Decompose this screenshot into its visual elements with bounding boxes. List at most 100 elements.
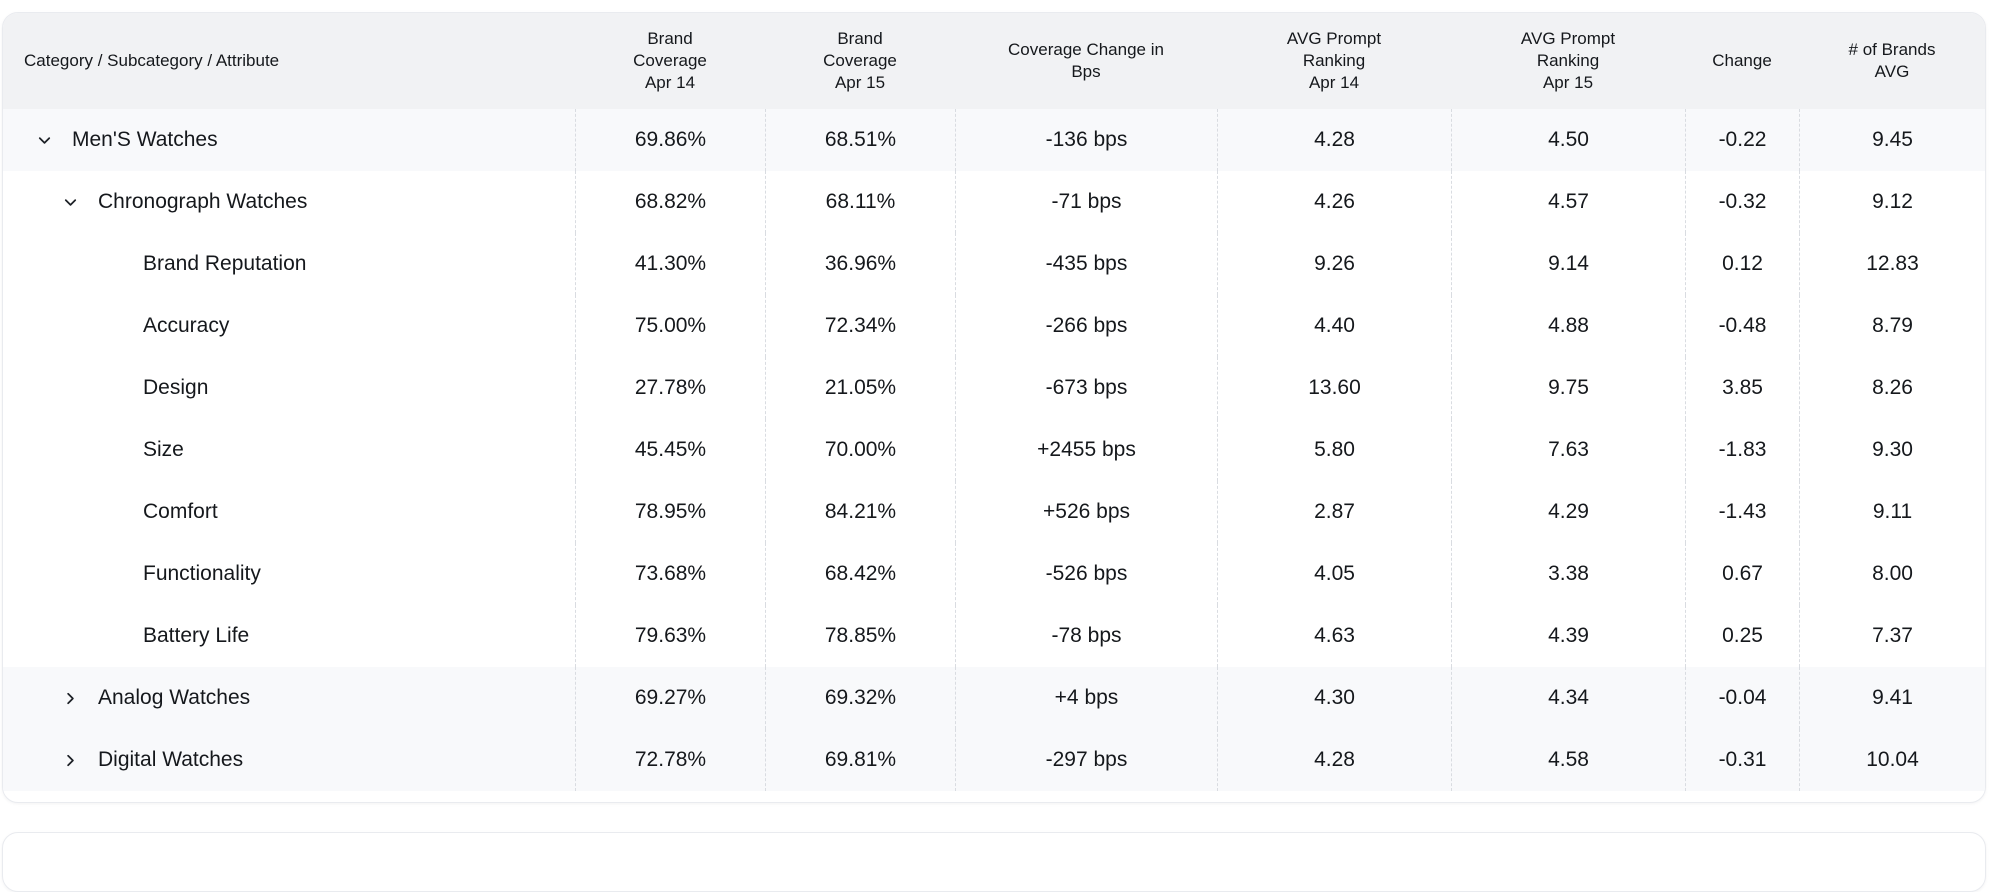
chevron-right-icon[interactable]	[61, 751, 80, 770]
row-label: Brand Reputation	[143, 252, 307, 275]
value-cell: 68.51%	[765, 109, 955, 171]
row-label: Comfort	[143, 500, 218, 523]
chevron-down-icon[interactable]	[61, 193, 80, 212]
chevron-right-icon[interactable]	[61, 689, 80, 708]
column-header-avg-prompt-ranking-apr-15: AVG Prompt Ranking Apr 15	[1520, 29, 1616, 92]
value-cell: -0.48	[1685, 295, 1799, 357]
value-cell: -1.43	[1685, 481, 1799, 543]
value-cell: 73.68%	[575, 543, 765, 605]
value-cell: 21.05%	[765, 357, 955, 419]
value-cell: -297 bps	[955, 729, 1217, 791]
value-cell: 9.14	[1451, 233, 1685, 295]
value-cell: 9.26	[1217, 233, 1451, 295]
value-cell: 4.26	[1217, 171, 1451, 233]
value-cell: 0.67	[1685, 543, 1799, 605]
column-header-category: Category / Subcategory / Attribute	[24, 51, 280, 70]
value-cell: 9.45	[1799, 109, 1985, 171]
row-label: Design	[143, 376, 209, 399]
row-label: Analog Watches	[98, 686, 251, 709]
value-cell: 7.63	[1451, 419, 1685, 481]
row-label: Men'S Watches	[72, 128, 218, 151]
value-cell: 4.39	[1451, 605, 1685, 667]
row-label: Functionality	[143, 562, 261, 585]
value-cell: 8.26	[1799, 357, 1985, 419]
value-cell: +4 bps	[955, 667, 1217, 729]
table-row[interactable]: Chronograph Watches 68.82% 68.11% -71 bps 4.…	[3, 171, 1985, 233]
table-row: Comfort 78.95% 84.21% +526 bps 2.87 4.29 -1.43…	[3, 481, 1985, 543]
value-cell: 5.80	[1217, 419, 1451, 481]
value-cell: 4.30	[1217, 667, 1451, 729]
value-cell: 4.40	[1217, 295, 1451, 357]
value-cell: 79.63%	[575, 605, 765, 667]
value-cell: 4.57	[1451, 171, 1685, 233]
value-cell: 78.85%	[765, 605, 955, 667]
value-cell: 9.30	[1799, 419, 1985, 481]
table-row[interactable]: Men'S Watches 69.86% 68.51% -136 bps 4.28 4.5…	[3, 109, 1985, 171]
value-cell: -266 bps	[955, 295, 1217, 357]
value-cell: 2.87	[1217, 481, 1451, 543]
value-cell: 0.12	[1685, 233, 1799, 295]
chevron-down-icon[interactable]	[35, 131, 54, 150]
value-cell: 68.42%	[765, 543, 955, 605]
row-label-cell: Digital Watches	[3, 729, 575, 791]
value-cell: 36.96%	[765, 233, 955, 295]
value-cell: -673 bps	[955, 357, 1217, 419]
value-cell: 4.63	[1217, 605, 1451, 667]
value-cell: 3.38	[1451, 543, 1685, 605]
value-cell: 70.00%	[765, 419, 955, 481]
row-label-cell: Analog Watches	[3, 667, 575, 729]
value-cell: 4.28	[1217, 729, 1451, 791]
row-label: Battery Life	[143, 624, 250, 647]
row-label-cell: Size	[3, 419, 575, 481]
row-label-cell: Brand Reputation	[3, 233, 575, 295]
value-cell: 13.60	[1217, 357, 1451, 419]
value-cell: -78 bps	[955, 605, 1217, 667]
value-cell: -435 bps	[955, 233, 1217, 295]
value-cell: 41.30%	[575, 233, 765, 295]
value-cell: 69.81%	[765, 729, 955, 791]
row-label-cell: Battery Life	[3, 605, 575, 667]
row-label: Accuracy	[143, 314, 230, 337]
value-cell: 4.34	[1451, 667, 1685, 729]
row-label-cell: Functionality	[3, 543, 575, 605]
value-cell: -0.04	[1685, 667, 1799, 729]
value-cell: 0.25	[1685, 605, 1799, 667]
value-cell: 3.85	[1685, 357, 1799, 419]
column-header-brand-coverage-apr-15: Brand Coverage Apr 15	[823, 29, 897, 92]
value-cell: 78.95%	[575, 481, 765, 543]
row-label-cell: Comfort	[3, 481, 575, 543]
value-cell: -71 bps	[955, 171, 1217, 233]
value-cell: -526 bps	[955, 543, 1217, 605]
value-cell: 4.58	[1451, 729, 1685, 791]
next-section-card	[2, 832, 1986, 892]
value-cell: 72.78%	[575, 729, 765, 791]
value-cell: +526 bps	[955, 481, 1217, 543]
column-header-brand-coverage-apr-14: Brand Coverage Apr 14	[633, 29, 707, 92]
table-row: Battery Life 79.63% 78.85% -78 bps 4.63 4.39 0…	[3, 605, 1985, 667]
value-cell: -0.31	[1685, 729, 1799, 791]
value-cell: 4.88	[1451, 295, 1685, 357]
value-cell: 12.83	[1799, 233, 1985, 295]
value-cell: 4.05	[1217, 543, 1451, 605]
table-body: Men'S Watches 69.86% 68.51% -136 bps 4.28 4.5…	[3, 109, 1985, 791]
row-label: Size	[143, 438, 184, 461]
value-cell: 8.00	[1799, 543, 1985, 605]
column-header-change: Change	[1712, 51, 1772, 70]
table-row: Brand Reputation 41.30% 36.96% -435 bps 9.26…	[3, 233, 1985, 295]
table-row: Design 27.78% 21.05% -673 bps 13.60 9.75 3.85 8…	[3, 357, 1985, 419]
column-header-coverage-change-bps: Coverage Change in Bps	[1008, 40, 1164, 81]
value-cell: 84.21%	[765, 481, 955, 543]
row-label: Digital Watches	[98, 748, 244, 771]
value-cell: 8.79	[1799, 295, 1985, 357]
table-row: Accuracy 75.00% 72.34% -266 bps 4.40 4.88 -0.4…	[3, 295, 1985, 357]
value-cell: 9.12	[1799, 171, 1985, 233]
value-cell: 75.00%	[575, 295, 765, 357]
value-cell: -1.83	[1685, 419, 1799, 481]
value-cell: 9.75	[1451, 357, 1685, 419]
value-cell: 4.28	[1217, 109, 1451, 171]
value-cell: -0.32	[1685, 171, 1799, 233]
value-cell: 68.82%	[575, 171, 765, 233]
value-cell: 69.32%	[765, 667, 955, 729]
table-row[interactable]: Analog Watches 69.27% 69.32% +4 bps 4.30 4.34…	[3, 667, 1985, 729]
table-row[interactable]: Digital Watches 72.78% 69.81% -297 bps 4.28 4…	[3, 729, 1985, 791]
